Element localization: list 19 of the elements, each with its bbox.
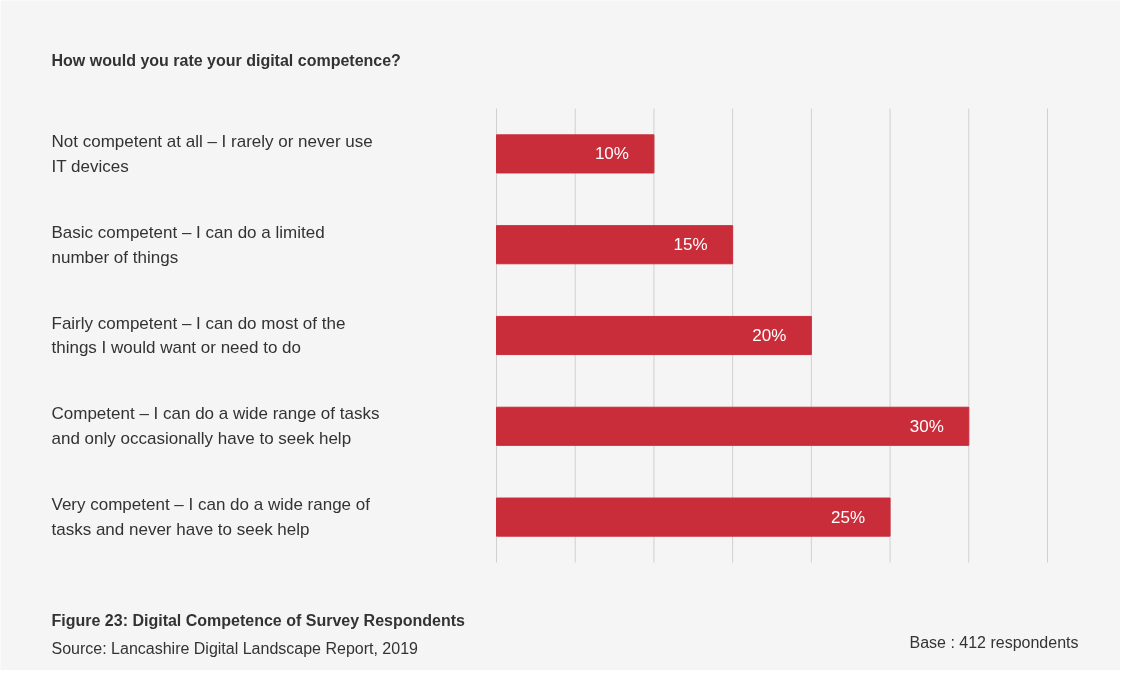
y-tick-label: Very competent – I can do a wide range of tasks and never have to seek help	[51, 495, 371, 539]
bar	[496, 406, 970, 446]
y-tick-label: Basic competent – I can do a limited number of things	[51, 222, 325, 267]
data-label: 20%	[752, 326, 787, 345]
bar	[496, 225, 734, 265]
bar	[496, 134, 655, 174]
data-label: 15%	[673, 235, 708, 255]
bar	[496, 315, 812, 356]
caption: Figure 23: Digital Competence of Survey Respondents	[51, 612, 466, 629]
data-label: 25%	[831, 507, 866, 527]
data-label: 30%	[909, 416, 944, 436]
y-tick-label: Not competent at all – I rarely or never use IT devices	[51, 132, 373, 176]
bar	[496, 497, 891, 537]
y-tick-label: Competent – I can do a wide range of tasks and only occasionally have to seek help	[51, 404, 380, 449]
data-label: 10%	[594, 144, 629, 164]
source-note: Source: Lancashire Digital Landscape Report, 2019	[51, 640, 419, 657]
text: How would you rate your digital competence?	[51, 52, 401, 69]
y-tick-label: Fairly competent – I can do most of the things I would want or need to do	[51, 313, 346, 358]
text: Base : 412 respondents	[909, 634, 1079, 651]
